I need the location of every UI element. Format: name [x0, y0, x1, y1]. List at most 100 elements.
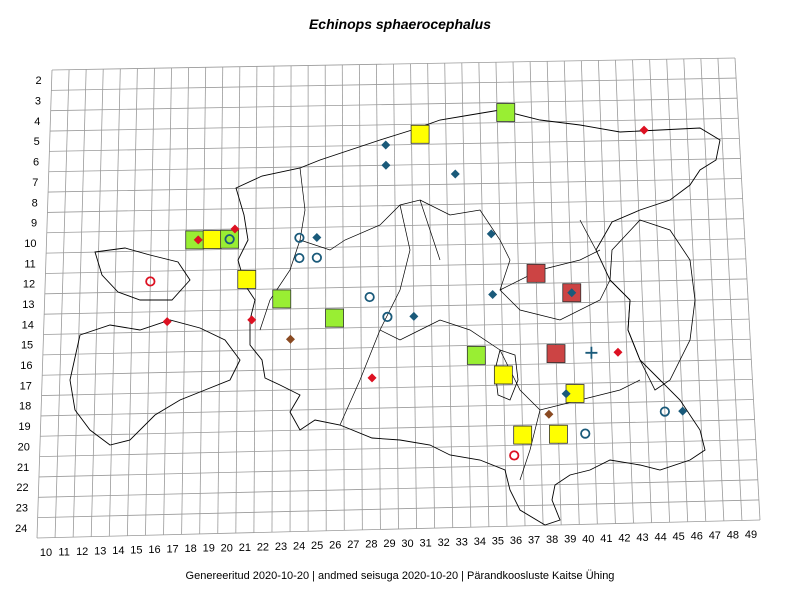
grid-line-vertical — [393, 63, 399, 530]
column-label: 17 — [166, 544, 178, 556]
column-label: 41 — [600, 533, 612, 545]
grid-line-horizontal — [50, 97, 738, 112]
grid-line-horizontal — [36, 519, 761, 539]
column-label: 25 — [311, 540, 323, 552]
grid-line-horizontal — [47, 198, 743, 213]
grid-line-horizontal — [51, 77, 737, 91]
row-label: 13 — [22, 299, 34, 311]
row-label: 18 — [19, 401, 31, 413]
grid-line-vertical — [145, 68, 155, 536]
column-label: 24 — [293, 540, 305, 552]
grid-line-horizontal — [41, 378, 753, 396]
occurrence-diamond-blue — [486, 229, 496, 239]
column-label: 11 — [58, 546, 69, 558]
occurrence-markers — [145, 103, 688, 461]
grid-line-horizontal — [48, 158, 741, 173]
occurrence-diamond-red — [162, 317, 172, 327]
occurrence-diamond-blue — [381, 160, 391, 170]
saaremaa-outline — [69, 319, 241, 446]
grid-line-horizontal — [48, 178, 742, 193]
column-label: 20 — [221, 542, 233, 554]
occurrence-square-yellow — [493, 365, 513, 385]
grid-line-vertical — [598, 60, 616, 524]
occurrence-circle-red — [145, 276, 156, 287]
grid-line-vertical — [615, 60, 634, 524]
grid-line-vertical — [181, 67, 189, 535]
grid-line-vertical — [495, 62, 508, 527]
row-label: 24 — [15, 523, 27, 535]
column-label: 18 — [185, 543, 197, 555]
grid-line-horizontal — [46, 238, 745, 254]
occurrence-square-red — [546, 344, 566, 364]
column-label: 29 — [383, 538, 395, 550]
row-label: 15 — [21, 340, 33, 352]
occurrence-diamond-blue — [488, 289, 498, 299]
grid-line-horizontal — [38, 459, 757, 478]
column-label: 45 — [673, 531, 685, 543]
hiiumaa-outline — [94, 247, 191, 301]
row-label: 12 — [23, 279, 35, 291]
occurrence-diamond-blue — [567, 288, 577, 298]
column-label: 39 — [564, 534, 576, 546]
occurrence-diamond-blue — [312, 232, 322, 242]
grid-line-vertical — [546, 61, 562, 525]
grid-line-horizontal — [39, 439, 756, 458]
row-label: 22 — [16, 482, 28, 494]
occurrence-diamond-blue — [678, 406, 688, 416]
column-label: 35 — [492, 536, 504, 548]
row-label: 17 — [20, 380, 32, 392]
occurrence-circle-blue — [364, 291, 375, 303]
grid-line-vertical — [341, 64, 345, 531]
grid-line-vertical — [683, 58, 707, 522]
grid-line-vertical — [324, 65, 327, 531]
occurrence-square-yellow — [202, 230, 222, 249]
grid-line-vertical — [72, 69, 87, 538]
row-label: 5 — [34, 136, 40, 148]
column-label: 33 — [456, 536, 468, 548]
grid-line-vertical — [444, 63, 454, 528]
grid-line-horizontal — [42, 358, 752, 376]
column-label: 31 — [419, 537, 431, 549]
grid-line-horizontal — [40, 419, 755, 437]
row-label: 21 — [17, 462, 29, 474]
occurrence-circle-blue — [311, 252, 322, 263]
row-label: 20 — [18, 441, 30, 453]
occurrence-diamond-red — [613, 347, 623, 357]
grid-line-vertical — [461, 62, 472, 528]
occurrence-diamond-red — [247, 315, 257, 325]
grid-line-vertical — [358, 64, 363, 530]
occurrence-diamond-red — [639, 125, 649, 135]
occurrence-cross-blue — [585, 346, 598, 359]
grid-line-vertical — [253, 66, 258, 533]
column-label: 22 — [257, 541, 269, 553]
row-label: 6 — [33, 157, 39, 169]
grid-line-horizontal — [44, 298, 749, 315]
occurrence-square-green — [325, 308, 344, 328]
row-label: 19 — [18, 421, 30, 433]
occurrence-diamond-blue — [561, 389, 571, 399]
grid-line-horizontal — [44, 278, 747, 295]
column-label: 36 — [510, 535, 522, 547]
occurrence-circle-blue — [224, 234, 235, 245]
column-label: 28 — [365, 539, 377, 551]
grid-line-vertical — [54, 69, 70, 538]
grid-line-vertical — [478, 62, 490, 527]
occurrence-diamond-red — [193, 235, 203, 245]
grid-line-vertical — [512, 61, 526, 526]
row-label: 14 — [22, 319, 34, 331]
occurrence-square-red — [526, 263, 546, 283]
grid-line-vertical — [734, 57, 761, 521]
row-label: 4 — [34, 116, 40, 128]
grid-line-vertical — [199, 67, 207, 534]
grid-labels: 2345678910111213141516171819202122232410… — [15, 75, 757, 559]
column-label: 10 — [40, 547, 52, 559]
coastline-and-county-borders — [69, 109, 721, 526]
mainland-outline — [235, 109, 721, 526]
column-label: 46 — [691, 531, 703, 543]
grid-line-vertical — [376, 64, 381, 530]
column-label: 42 — [618, 532, 630, 544]
row-label: 2 — [36, 75, 42, 87]
column-label: 34 — [474, 536, 486, 548]
column-label: 21 — [239, 542, 251, 554]
